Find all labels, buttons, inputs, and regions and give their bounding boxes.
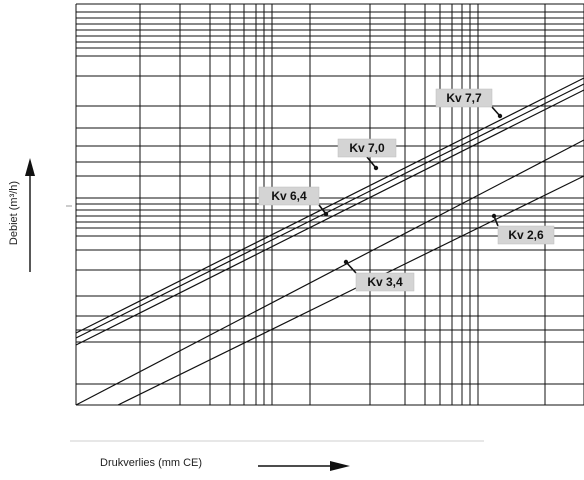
- y-axis-label-wrap: Debiet (m³/h): [6, 170, 22, 260]
- label-pointer-2: [366, 156, 377, 169]
- label-pointer-tip-3: [323, 211, 329, 217]
- x-axis-label: Drukverlies (mm CE): [100, 457, 203, 469]
- series-label-text-4: Kv 3,4: [367, 275, 403, 289]
- y-axis-label: Debiet (m³/h): [8, 180, 20, 246]
- series-label-5: Kv 2,6: [491, 213, 555, 245]
- series-label-2: Kv 7,0: [337, 138, 397, 171]
- series-labels: Kv 7,7 Kv 7,0 Kv 6,4 Kv 3,4 Kv 2,6: [258, 88, 555, 292]
- label-pointer-tip-5: [491, 213, 497, 219]
- label-box-3: [258, 186, 320, 206]
- y-axis-arrow-head: [25, 158, 35, 176]
- x-axis-arrow-head: [330, 461, 350, 471]
- label-pointer-tip-1: [497, 113, 503, 119]
- series-line-5: [117, 175, 584, 406]
- series-label-4: Kv 3,4: [343, 259, 415, 292]
- label-pointer-tip-4: [343, 259, 349, 265]
- series-line-1: [75, 77, 584, 334]
- series-label-1: Kv 7,7: [435, 88, 503, 119]
- label-pointer-tip-2: [373, 165, 379, 171]
- series-label-text-5: Kv 2,6: [508, 228, 544, 242]
- series-label-text-1: Kv 7,7: [446, 91, 482, 105]
- axes: [25, 158, 484, 471]
- series-line-3: [75, 89, 584, 346]
- series-line-4: [75, 139, 584, 406]
- series-label-text-2: Kv 7,0: [349, 141, 385, 155]
- label-box-1: [435, 88, 493, 108]
- label-box-4: [355, 272, 415, 292]
- chart-grid: [75, 3, 584, 406]
- series-lines: [75, 77, 584, 406]
- label-box-2: [337, 138, 397, 158]
- label-box-5: [497, 225, 555, 245]
- series-label-3: Kv 6,4: [258, 186, 329, 217]
- label-pointer-4: [345, 261, 357, 274]
- series-line-2: [75, 83, 584, 339]
- series-label-text-3: Kv 6,4: [271, 189, 307, 203]
